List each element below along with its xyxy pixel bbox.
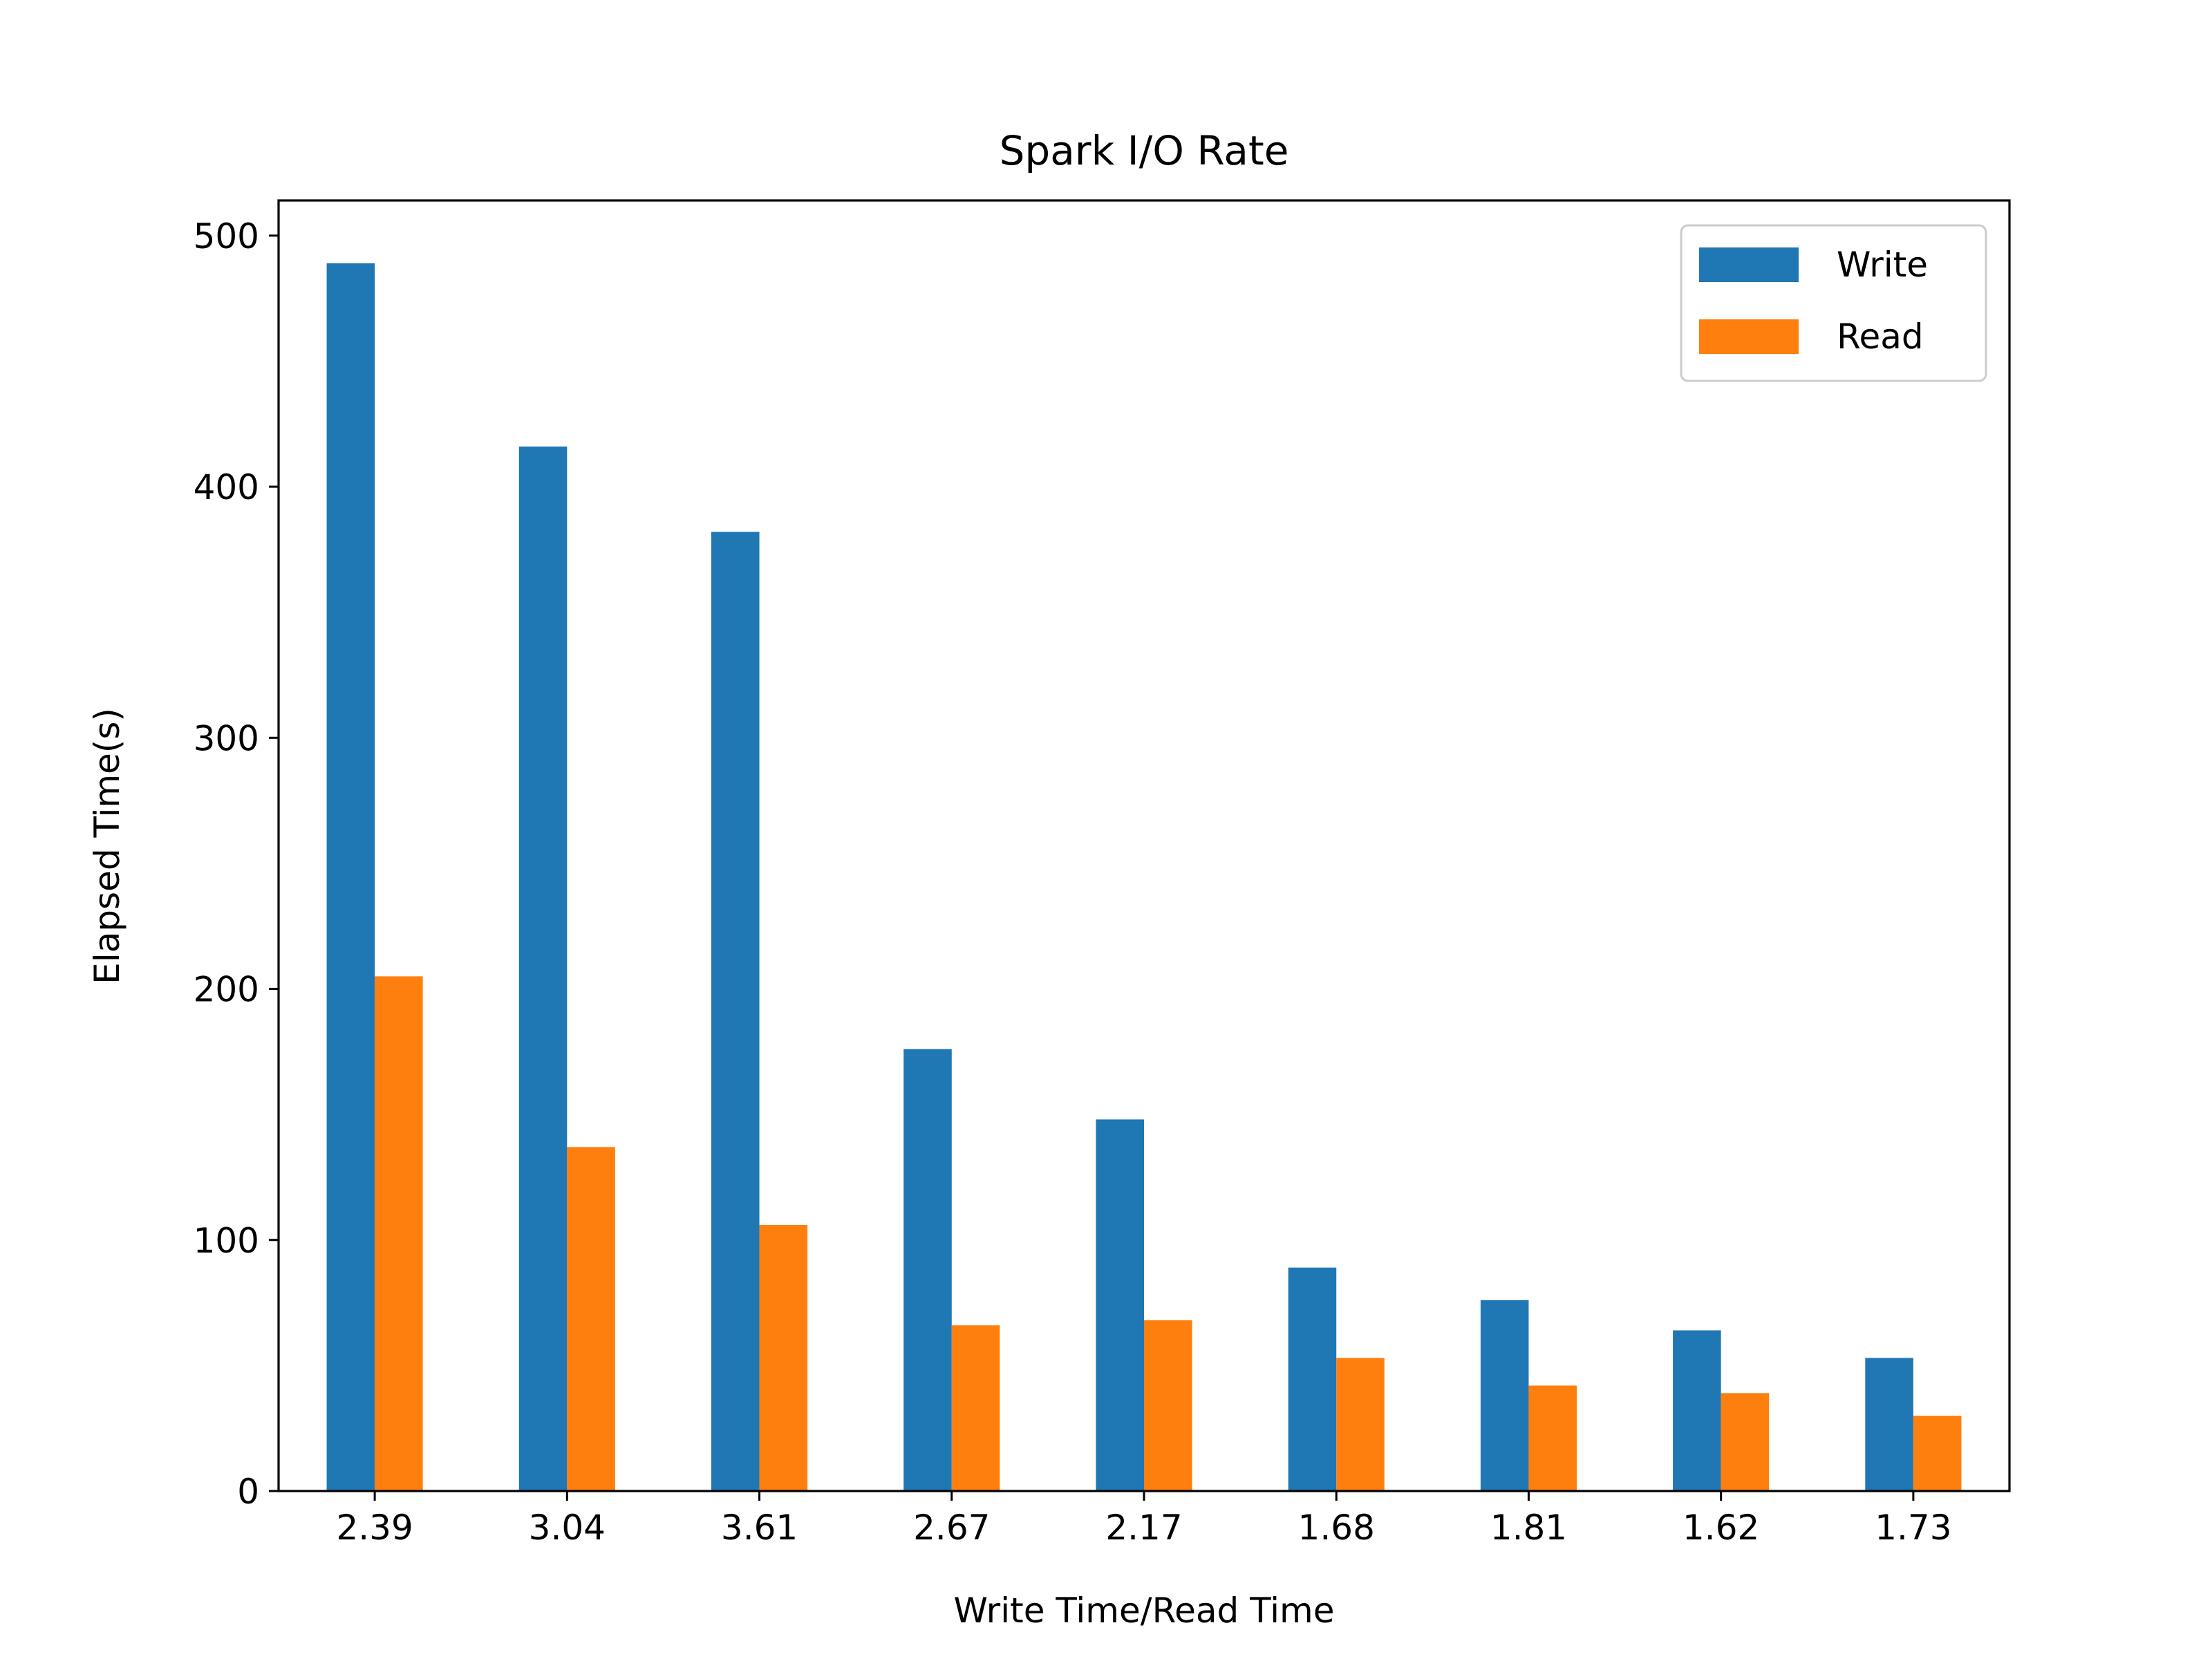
y-tick-label-4: 400: [194, 467, 259, 507]
y-axis-ticks: 0 100 200 300 400 500: [194, 216, 279, 1512]
bar-write-3: [903, 1049, 952, 1491]
bar-read-4: [1144, 1320, 1192, 1491]
bar-read-6: [1528, 1385, 1577, 1491]
x-tick-label-3: 2.67: [913, 1508, 990, 1548]
bar-read-0: [375, 976, 423, 1491]
chart-title: Spark I/O Rate: [1000, 127, 1289, 174]
x-tick-label-5: 1.68: [1298, 1508, 1375, 1548]
bar-write-1: [518, 446, 568, 1491]
bar-write-2: [711, 532, 760, 1491]
bar-write-5: [1288, 1267, 1337, 1491]
bar-read-2: [759, 1224, 808, 1491]
x-tick-label-1: 3.04: [529, 1508, 606, 1548]
bar-write-7: [1673, 1330, 1721, 1491]
legend-swatch-read: [1699, 319, 1799, 354]
bar-write-8: [1865, 1358, 1913, 1491]
bar-read-3: [951, 1325, 1000, 1491]
bar-read-5: [1336, 1358, 1385, 1491]
y-axis-label: Elapsed Time(s): [87, 708, 127, 984]
legend-swatch-write: [1699, 247, 1799, 282]
y-tick-label-2: 200: [194, 970, 259, 1010]
bar-read-1: [567, 1147, 615, 1491]
y-tick-label-0: 0: [237, 1472, 259, 1512]
x-axis-label: Write Time/Read Time: [953, 1591, 1334, 1631]
x-tick-label-7: 1.62: [1683, 1508, 1759, 1548]
x-tick-label-2: 3.61: [721, 1508, 798, 1548]
x-axis-ticks: 2.39 3.04 3.61 2.67 2.17 1.68 1.81 1.62 1.73: [336, 1491, 1952, 1548]
x-tick-label-0: 2.39: [336, 1508, 413, 1548]
bars-group: [326, 263, 1962, 1492]
x-tick-label-8: 1.73: [1875, 1508, 1951, 1548]
bar-read-7: [1721, 1393, 1770, 1491]
x-tick-label-4: 2.17: [1105, 1508, 1182, 1548]
plot-frame: [277, 199, 2011, 1492]
y-tick-label-5: 500: [194, 216, 259, 256]
bar-read-8: [1913, 1416, 1962, 1491]
y-tick-label-1: 100: [194, 1221, 259, 1261]
x-tick-label-6: 1.81: [1490, 1508, 1567, 1548]
legend-label-read: Read: [1837, 317, 1924, 357]
bar-write-4: [1096, 1119, 1144, 1491]
y-tick-label-3: 300: [194, 718, 259, 758]
legend: Write Read: [1680, 224, 1987, 382]
legend-label-write: Write: [1837, 245, 1928, 285]
bar-write-6: [1480, 1300, 1529, 1491]
bar-write-0: [326, 263, 375, 1492]
